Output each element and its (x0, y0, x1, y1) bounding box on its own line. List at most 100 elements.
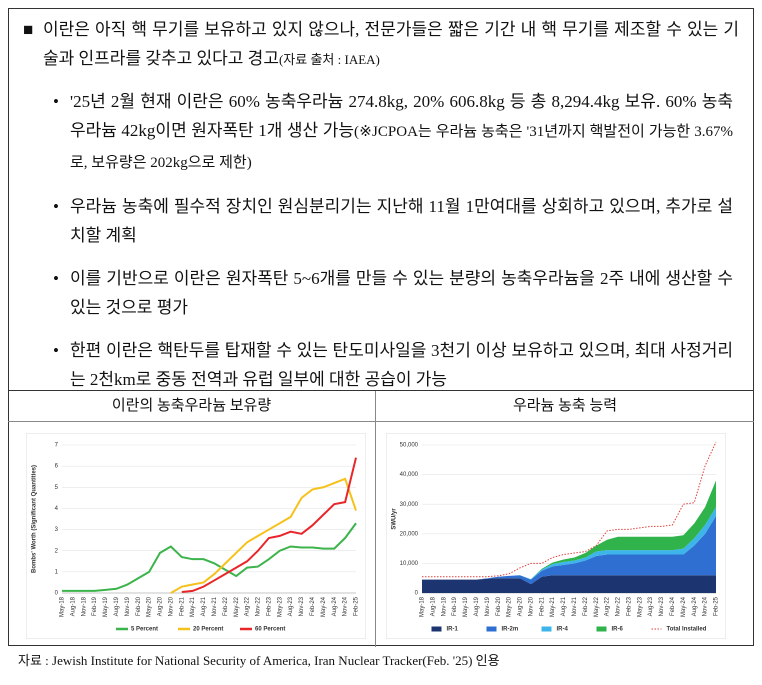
x-tick-label: Nov-23 (659, 596, 665, 616)
x-tick-label: Feb-21 (539, 596, 545, 616)
x-tick-label: Aug-20 (158, 596, 164, 616)
x-tick-label: Nov-18 (81, 596, 87, 616)
x-tick-label: Nov-24 (703, 596, 709, 616)
x-tick-label: Feb-20 (136, 596, 142, 616)
x-tick-label: May-19 (463, 596, 469, 617)
x-tick-label: Nov-22 (616, 596, 622, 616)
source-line: 자료 : Jewish Institute for National Secur… (18, 653, 500, 668)
y-tick-label: 5 (55, 485, 59, 491)
x-tick-label: May-23 (277, 596, 283, 617)
bullet: 한편 이란은 핵탄두를 탑재할 수 있는 탄도미사일을 3천기 이상 보유하고 … (53, 336, 733, 394)
x-tick-label: Feb-24 (310, 596, 316, 616)
x-tick-label: Nov-21 (212, 596, 218, 616)
chart: SWU/yr 0 10,000 20,000 30,000 40,000 50,000 May… (386, 433, 726, 639)
y-tick-label: 6 (55, 464, 59, 470)
x-tick-label: Aug-22 (245, 596, 251, 616)
legend-label: IR-4 (557, 627, 569, 633)
x-tick-label: May-23 (637, 596, 643, 617)
x-tick-label: Aug-19 (114, 596, 120, 616)
main-text: 이란은 아직 핵 무기를 보유하고 있지 않으나, 전문가들은 짧은 기간 내 … (23, 15, 739, 74)
x-tick-label: Aug-20 (518, 596, 524, 616)
x-tick-label: Feb-25 (354, 596, 360, 616)
chart-background (386, 433, 726, 639)
figure-header: 우라늄 농축 능력 (376, 391, 754, 422)
legend-label: IR-1 (447, 627, 459, 633)
y-tick-label: 2 (55, 548, 59, 554)
x-tick-label: May-18 (420, 596, 426, 617)
x-tick-label: Feb-23 (626, 596, 632, 616)
x-tick-label: May-20 (507, 596, 513, 617)
x-tick-label: Aug-24 (692, 596, 698, 616)
legend-label: 20 Percent (193, 627, 223, 633)
x-tick-label: May-21 (550, 596, 556, 617)
y-axis-label: Bombs' Worth (Significant Quantities) (32, 465, 38, 573)
legend-swatch (596, 626, 607, 632)
bullet: 우라늄 농축에 필수적 장치인 원심분리기는 지난해 11월 1만여대를 상회하… (53, 192, 733, 250)
legend-label: IR-2m (502, 627, 519, 633)
y-tick-label: 30,000 (400, 502, 419, 508)
x-tick-label: Nov-19 (125, 596, 131, 616)
x-tick-label: Aug-19 (474, 596, 480, 616)
x-tick-label: Feb-21 (179, 596, 185, 616)
y-tick-label: 1 (55, 569, 59, 575)
x-tick-label: Aug-22 (605, 596, 611, 616)
bullet-text: '25년 2월 현재 이란은 60% 농축우라늄 274.8kg, 20% 60… (70, 92, 733, 140)
x-tick-label: May-21 (190, 596, 196, 617)
y-tick-label: 7 (55, 443, 59, 449)
y-tick-label: 10,000 (400, 561, 419, 567)
main-point-text: 이란은 아직 핵 무기를 보유하고 있지 않으나, 전문가들은 짧은 기간 내 … (43, 20, 739, 68)
chart: Bombs' Worth (Significant Quantities) 0 1 2… (26, 433, 366, 639)
y-tick-label: 4 (55, 506, 59, 512)
x-tick-label: Nov-22 (256, 596, 262, 616)
legend-label: Total Installed (667, 627, 707, 633)
x-tick-label: Feb-20 (496, 596, 502, 616)
chart-background (26, 433, 366, 639)
x-tick-label: Nov-21 (572, 596, 578, 616)
x-tick-label: Feb-22 (583, 596, 589, 616)
y-tick-label: 0 (415, 591, 419, 597)
x-tick-label: Nov-20 (168, 596, 174, 616)
area (422, 480, 716, 580)
y-tick-label: 20,000 (400, 531, 419, 537)
x-tick-label: May-20 (147, 596, 153, 617)
y-axis-label: SWU/yr (392, 508, 398, 530)
data-line (62, 522, 357, 592)
y-tick-label: 50,000 (400, 443, 419, 449)
data-line (181, 457, 357, 593)
x-tick-label: May-19 (103, 596, 109, 617)
bullet: '25년 2월 현재 이란은 60% 농축우라늄 274.8kg, 20% 60… (53, 87, 733, 178)
total-line (422, 441, 717, 578)
x-tick-label: Feb-25 (714, 596, 720, 616)
legend-label: 60 Percent (255, 627, 285, 633)
bullet-text: 우라늄 농축에 필수적 장치인 원심분리기는 지난해 11월 1만여대를 상회하… (70, 197, 733, 245)
x-tick-label: Aug-18 (70, 596, 76, 616)
x-tick-label: Feb-22 (223, 596, 229, 616)
legend-swatch (486, 626, 497, 632)
legend-swatch (431, 626, 442, 632)
document-box: ■ 이란은 아직 핵 무기를 보유하고 있지 않으나, 전문가들은 짧은 기간 … (8, 8, 754, 646)
x-tick-label: May-18 (60, 596, 66, 617)
y-tick-label: 3 (55, 527, 59, 533)
area (422, 516, 716, 585)
x-tick-label: May-22 (234, 596, 240, 617)
x-tick-label: Aug-23 (648, 596, 654, 616)
bullet-text: 이를 기반으로 이란은 원자폭탄 5~6개를 만들 수 있는 분량의 농축우라늄… (70, 269, 733, 317)
bullet-note: (※JCPOA는 우라늄 농축은 '31년까지 핵발전이 가능한 3.67%로,… (70, 124, 733, 171)
legend-swatch (541, 626, 552, 632)
x-tick-label: Nov-18 (441, 596, 447, 616)
x-tick-label: May-24 (681, 596, 687, 617)
legend-label: IR-6 (612, 627, 624, 633)
x-tick-label: Aug-21 (201, 596, 207, 616)
x-tick-label: Aug-18 (430, 596, 436, 616)
y-tick-label: 0 (55, 591, 59, 597)
x-tick-label: Nov-19 (485, 596, 491, 616)
square-bullet: ■ (23, 20, 34, 39)
column-divider (375, 391, 376, 647)
figure-header: 이란의 농축우라늄 보유량 (8, 391, 375, 422)
area (422, 575, 716, 593)
main-point: ■ 이란은 아직 핵 무기를 보유하고 있지 않으나, 전문가들은 짧은 기간 … (23, 15, 739, 74)
data-line (170, 477, 357, 594)
x-tick-label: Feb-24 (670, 596, 676, 616)
main-source: (자료 출처 : IAEA) (278, 52, 380, 67)
x-tick-label: Aug-23 (288, 596, 294, 616)
